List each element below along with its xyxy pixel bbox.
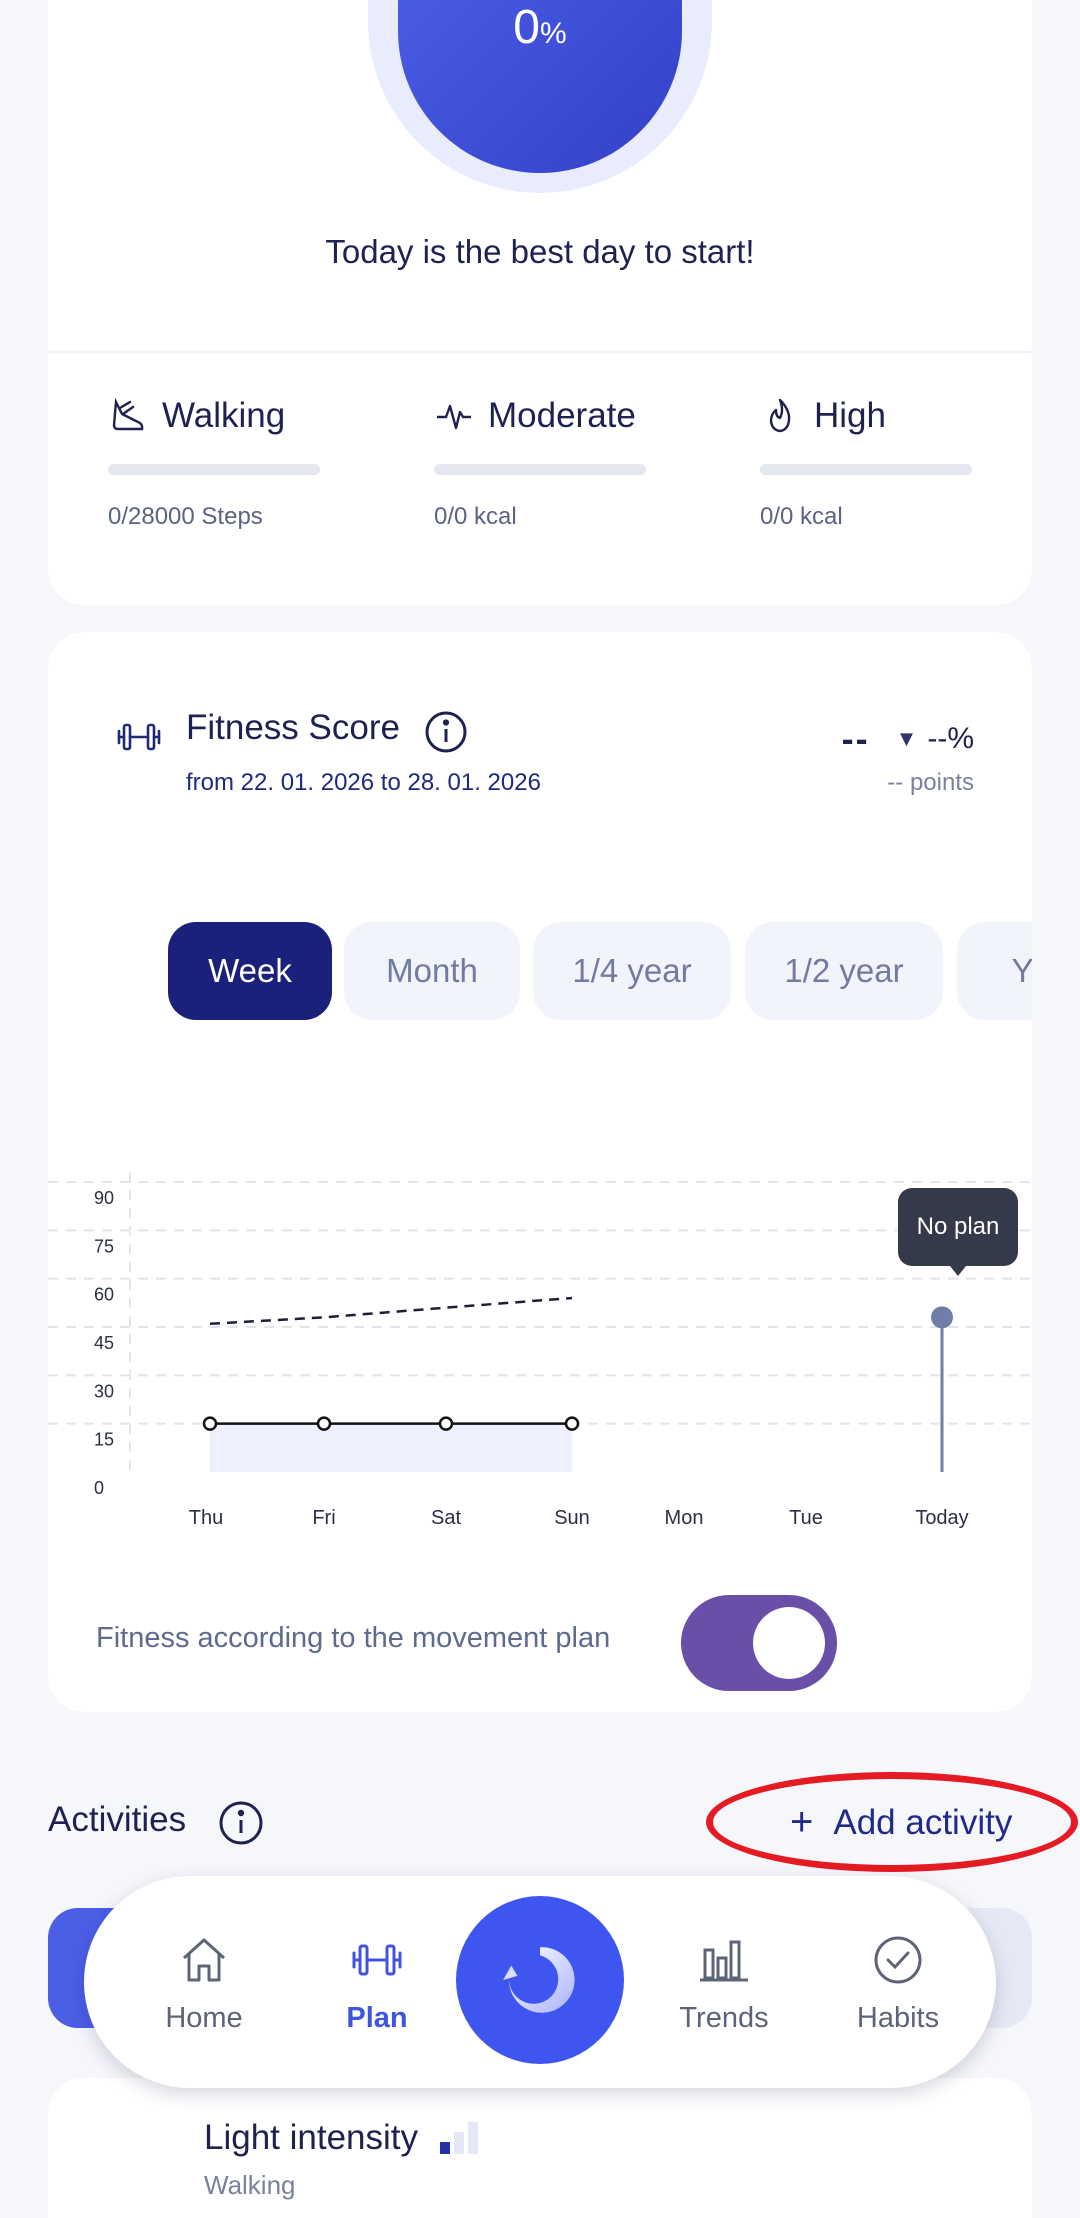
data-point	[564, 1416, 580, 1431]
x-tick-label: Fri	[312, 1507, 335, 1529]
nav-plan-label: Plan	[346, 2002, 408, 2034]
home-icon	[182, 1938, 226, 1982]
data-point	[202, 1416, 218, 1431]
activities-info-icon[interactable]	[218, 1800, 264, 1846]
x-tick-label: Sun	[554, 1507, 590, 1529]
nav-habits[interactable]: Habits	[823, 1932, 973, 2035]
flame-icon	[769, 398, 791, 433]
tab-quarter-year[interactable]: 1/4 year	[533, 922, 731, 1020]
movement-plan-toggle[interactable]	[681, 1595, 837, 1691]
dumbbell-icon	[352, 1944, 402, 1976]
toggle-knob	[753, 1607, 825, 1679]
info-icon[interactable]	[424, 710, 468, 754]
tooltip-text: No plan	[917, 1213, 1000, 1240]
x-tick-label: Today	[915, 1507, 968, 1529]
walking-stat[interactable]: Walking 0/28000 Steps	[108, 396, 320, 531]
moderate-value: 0/0 kcal	[434, 503, 517, 530]
period-tabs: Week Month 1/4 year 1/2 year Year	[120, 922, 1032, 1022]
score-value: --	[841, 718, 870, 759]
daily-progress-card: 0% Today is the best day to start! Walki…	[48, 0, 1032, 605]
motivation-message: Today is the best day to start!	[325, 233, 755, 270]
activity-title: Light intensity	[204, 2118, 419, 2157]
shoe-icon	[112, 397, 144, 431]
x-tick-label: Mon	[665, 1507, 704, 1529]
high-progress-bar	[760, 464, 972, 475]
high-label: High	[814, 396, 886, 435]
highlight-annotation	[706, 1772, 1078, 1872]
dashed-series-line	[209, 1296, 573, 1326]
nav-plan[interactable]: Plan	[302, 1932, 452, 2035]
high-stat[interactable]: High 0/0 kcal	[760, 396, 972, 531]
walking-label: Walking	[162, 396, 286, 435]
y-tick-label: 15	[94, 1430, 114, 1450]
y-tick-label: 60	[94, 1285, 114, 1305]
score-change: --%	[927, 722, 974, 755]
activity-list-item[interactable]: Light intensity Walking	[48, 2078, 1032, 2218]
tooltip-pointer	[950, 1266, 966, 1276]
nav-trends-label: Trends	[679, 2002, 769, 2034]
pulse-icon	[437, 404, 471, 430]
tab-year[interactable]: Year	[957, 922, 1032, 1020]
movement-plan-label: Fitness according to the movement plan	[96, 1622, 611, 1654]
tab-half-year[interactable]: 1/2 year	[745, 922, 943, 1020]
x-tick-label: Sat	[431, 1507, 461, 1529]
fitness-chart[interactable]: 0153045607590ThuFriSatSunMonTueToday28.0…	[48, 1172, 1032, 1562]
tab-week[interactable]: Week	[168, 922, 332, 1020]
fitness-score-value: -- ▼ --%	[842, 718, 974, 760]
nav-trends[interactable]: Trends	[649, 1932, 799, 2035]
y-tick-label: 30	[94, 1381, 114, 1401]
date-range: from 22. 01. 2026 to 28. 01. 2026	[186, 769, 541, 796]
moderate-label: Moderate	[488, 396, 636, 435]
activity-subtitle: Walking	[204, 2170, 296, 2200]
intensity-bars-icon	[440, 2122, 479, 2154]
high-value: 0/0 kcal	[760, 503, 843, 530]
data-point	[316, 1416, 332, 1431]
series-fill-area	[210, 1423, 572, 1472]
x-tick-label: Thu	[189, 1507, 223, 1529]
walking-value: 0/28000 Steps	[108, 503, 263, 530]
check-circle-icon	[874, 1936, 922, 1984]
y-tick-label: 45	[94, 1333, 114, 1353]
y-tick-label: 90	[94, 1188, 114, 1208]
bar-chart-icon	[700, 1940, 748, 1982]
y-tick-label: 75	[94, 1236, 114, 1256]
center-action-button[interactable]	[456, 1896, 624, 2064]
dumbbell-icon	[117, 723, 161, 751]
trend-down-icon: ▼	[895, 726, 918, 751]
refresh-sync-icon	[503, 1947, 575, 2013]
fitness-score-title: Fitness Score	[186, 708, 400, 747]
score-points: -- points	[887, 769, 974, 796]
activities-title: Activities	[48, 1800, 187, 1839]
nav-home[interactable]: Home	[129, 1932, 279, 2035]
nav-home-label: Home	[165, 2002, 243, 2034]
y-tick-label: 0	[94, 1478, 104, 1498]
walking-progress-bar	[108, 464, 320, 475]
data-point	[438, 1416, 454, 1431]
tab-month[interactable]: Month	[344, 922, 520, 1020]
bottom-navigation: Home Plan Trends Habits	[84, 1876, 996, 2088]
nav-habits-label: Habits	[856, 2002, 940, 2034]
moderate-stat[interactable]: Moderate 0/0 kcal	[434, 396, 646, 531]
progress-percent: 0%	[513, 1, 567, 54]
x-tick-label: Tue	[789, 1507, 823, 1529]
fitness-score-card: Fitness Score from 22. 01. 2026 to 28. 0…	[48, 632, 1032, 1712]
tooltip-box	[898, 1188, 1018, 1266]
selected-marker-point	[931, 1306, 953, 1329]
moderate-progress-bar	[434, 464, 646, 475]
divider	[48, 351, 1032, 353]
